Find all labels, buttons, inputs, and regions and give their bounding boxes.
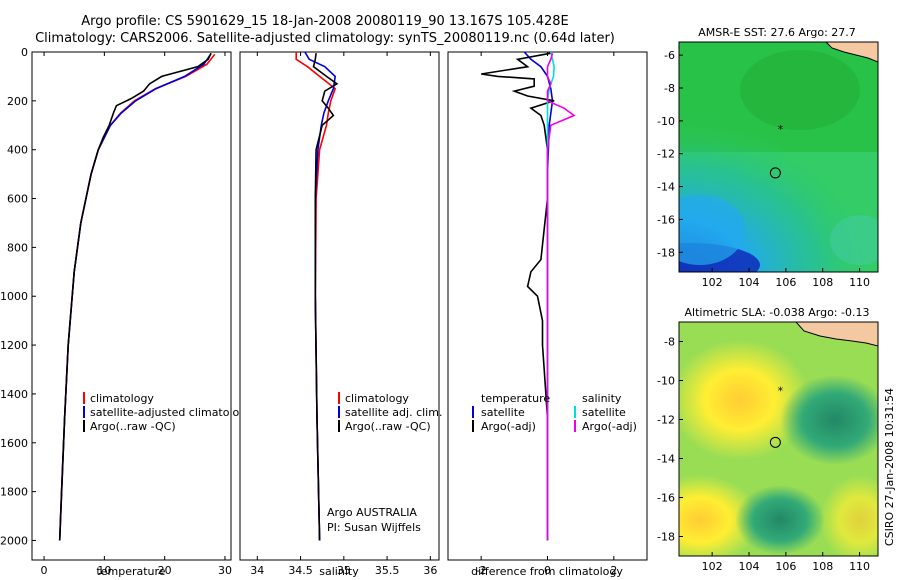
annotation-pi: PI: Susan Wijffels <box>327 521 421 534</box>
sla-map-frame <box>678 321 879 557</box>
x-tick-label: 30 <box>218 564 232 577</box>
salinity-xlabel: salinity <box>319 565 359 578</box>
sst-map-title: AMSR-E SST: 27.6 Argo: 27.7 <box>698 26 856 39</box>
y-tick-label: 1600 <box>0 437 28 450</box>
salinity-plot-frame <box>239 51 440 561</box>
y-tick-label: 0 <box>21 46 28 59</box>
map-x-tick-label: 102 <box>702 560 723 573</box>
map-y-tick-label: -10 <box>657 375 675 388</box>
legend-satellite-adjusted: satellite-adjusted climatology <box>90 406 253 419</box>
map-x-tick-label: 104 <box>739 276 760 289</box>
temperature-plot-frame <box>31 51 232 561</box>
difference-panel: -2 0 2 difference from climatology tempera… <box>447 51 648 578</box>
series-line-argo-raw-qc- <box>58 52 212 541</box>
chart-title-line-2: Climatology: CARS2006. Satellite-adjuste… <box>35 31 615 46</box>
y-tick-label: 400 <box>7 144 28 157</box>
x-tick-label: 35.5 <box>375 564 400 577</box>
map-x-tick-label: 106 <box>775 560 796 573</box>
salinity-legend: climatology satellite adj. clim. Argo(..… <box>338 392 442 433</box>
legend-climatology: climatology <box>345 392 409 405</box>
legend-salinity-argo: Argo(-adj) <box>582 420 637 433</box>
legend-argo-raw: Argo(..raw -QC) <box>345 420 431 433</box>
y-tick-label: 200 <box>7 95 28 108</box>
map-x-tick-label: 108 <box>812 276 833 289</box>
x-tick-label: 35 <box>337 564 351 577</box>
map-y-tick-label: -6 <box>664 49 675 62</box>
sla-map-title: Altimetric SLA: -0.038 Argo: -0.13 <box>685 306 870 319</box>
series-line-salinity-argo-adj- <box>546 52 576 541</box>
float-position-marker: * <box>778 384 784 397</box>
chart-title-line-1: Argo profile: CS 5901629_15 18-Jan-2008 … <box>81 14 569 29</box>
difference-xlabel: difference from climatology <box>471 565 623 578</box>
map-y-tick-label: -10 <box>657 115 675 128</box>
temperature-legend: climatology satellite-adjusted climatolo… <box>83 392 253 433</box>
map-y-tick-label: -16 <box>657 492 675 505</box>
legend-argo-raw: Argo(..raw -QC) <box>90 420 176 433</box>
sst-map-panel: AMSR-E SST: 27.6 Argo: 27.7 102 104 106 108… <box>657 26 879 289</box>
map-y-tick-label: -8 <box>664 336 675 349</box>
sst-field <box>679 42 878 272</box>
map-x-tick-label: 110 <box>849 560 870 573</box>
sla-map-panel: Altimetric SLA: -0.038 Argo: -0.13 102 10… <box>657 306 879 573</box>
map-x-tick-label: 106 <box>775 276 796 289</box>
legend-title-temperature: temperature <box>481 392 550 405</box>
float-position-marker: * <box>778 123 784 136</box>
y-tick-label: 800 <box>7 241 28 254</box>
sst-map-frame <box>678 41 879 273</box>
profile-location-circle <box>769 436 781 448</box>
x-tick-label: 0 <box>41 564 48 577</box>
series-line-argo-raw-qc- <box>312 53 339 541</box>
credit-text: CSIRO 27-Jan-2008 10:31:54 <box>883 388 896 546</box>
x-tick-label: 0 <box>544 564 551 577</box>
legend-temperature-argo: Argo(-adj) <box>481 420 536 433</box>
temperature-panel: 0 10 20 30 0 200 400 600 800 1000 1200 1400 1600 1800… <box>0 46 253 578</box>
y-tick-label: 1400 <box>0 388 28 401</box>
series-line-temperature-argo-adj- <box>481 52 555 541</box>
land-java <box>825 42 878 63</box>
legend-salinity-satellite: satellite <box>582 406 626 419</box>
x-tick-label: 34 <box>250 564 264 577</box>
annotation-argo-australia: Argo AUSTRALIA <box>327 506 417 519</box>
map-x-tick-label: 104 <box>739 560 760 573</box>
map-y-tick-label: -14 <box>657 181 675 194</box>
map-y-tick-label: -12 <box>657 414 675 427</box>
map-x-tick-label: 110 <box>849 276 870 289</box>
x-tick-label: 36 <box>423 564 437 577</box>
map-y-tick-label: -12 <box>657 148 675 161</box>
map-y-tick-label: -18 <box>657 246 675 259</box>
y-tick-label: 1000 <box>0 290 28 303</box>
y-tick-label: 2000 <box>0 534 28 547</box>
x-tick-label: -2 <box>476 564 487 577</box>
x-tick-label: 20 <box>158 564 172 577</box>
land-java <box>795 322 878 347</box>
map-y-tick-label: -16 <box>657 213 675 226</box>
y-tick-label: 600 <box>7 193 28 206</box>
x-tick-label: 34.5 <box>288 564 313 577</box>
y-tick-label: 1200 <box>0 339 28 352</box>
map-y-tick-label: -18 <box>657 531 675 544</box>
salinity-panel: 34 34.5 35 35.5 36 salinity climatology sate… <box>239 51 442 578</box>
map-x-tick-label: 102 <box>702 276 723 289</box>
profile-location-circle <box>769 167 781 179</box>
map-y-tick-label: -14 <box>657 453 675 466</box>
map-y-tick-label: -8 <box>664 82 675 95</box>
x-tick-label: 10 <box>97 564 111 577</box>
y-tick-label: 1800 <box>0 486 28 499</box>
x-tick-label: 2 <box>610 564 617 577</box>
legend-satellite-adj: satellite adj. clim. <box>345 406 442 419</box>
legend-temperature-satellite: satellite <box>481 406 525 419</box>
legend-climatology: climatology <box>90 392 154 405</box>
temperature-xlabel: temperature <box>96 565 165 578</box>
map-x-tick-label: 108 <box>812 560 833 573</box>
legend-title-salinity: salinity <box>582 392 622 405</box>
difference-legend: temperature satellite Argo(-adj) salinit… <box>472 392 637 433</box>
